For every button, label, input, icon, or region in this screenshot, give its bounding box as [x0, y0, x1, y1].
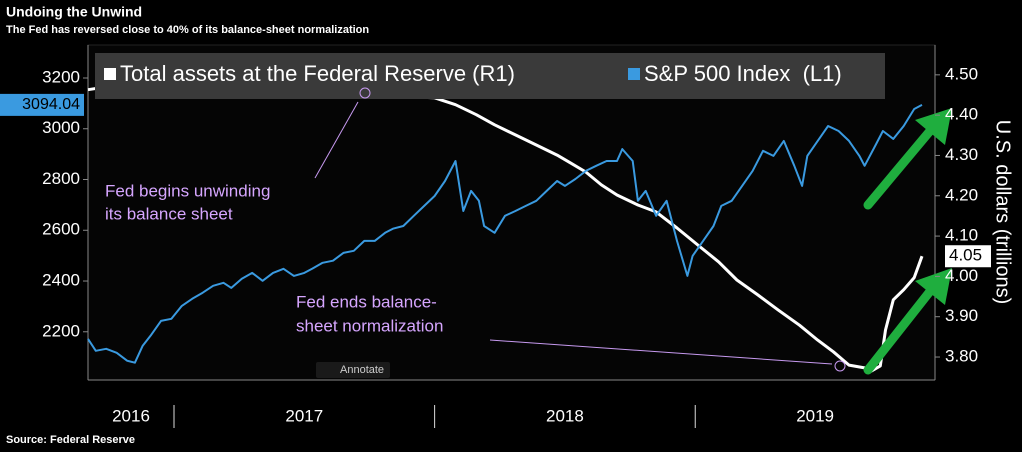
- y2-tick-label: 4.20: [945, 185, 978, 204]
- legend-swatch: [628, 68, 640, 80]
- legend-label: Total assets at the Federal Reserve (R1): [120, 61, 515, 86]
- annotation: Fed ends balance-: [296, 292, 437, 311]
- x-axis-band: [88, 380, 935, 430]
- y2-tick-label: 4.40: [945, 105, 978, 124]
- y-tick-label: 2600: [42, 220, 80, 239]
- y-tick-label: 2400: [42, 271, 80, 290]
- x-tick-label: 2016: [112, 406, 150, 425]
- y2-tick-label: 3.90: [945, 306, 978, 325]
- x-tick-label: 2019: [796, 406, 834, 425]
- annotation: Fed begins unwinding: [105, 181, 270, 200]
- y2-tick-label: 4.30: [945, 145, 978, 164]
- annotation-circle: [359, 87, 371, 99]
- green-arrow-head: [915, 108, 952, 145]
- x-tick-label: 2017: [285, 406, 323, 425]
- y-tick-label: 3000: [42, 118, 80, 137]
- last-value-box: [945, 245, 991, 268]
- last-value-label: 3094.04: [22, 96, 80, 113]
- y2-tick-label: 4.10: [945, 226, 978, 245]
- y2-axis-title: U.S. dollars (trillions): [992, 120, 1014, 304]
- y-tick-label: 3200: [42, 67, 80, 86]
- legend: [95, 53, 885, 99]
- annotation-arrow: [489, 339, 833, 365]
- green-arrow-head: [915, 268, 952, 305]
- y2-tick-label: 4.00: [945, 266, 978, 285]
- green-arrow: [863, 120, 940, 210]
- y-tick-label: 2800: [42, 169, 80, 188]
- y-tick-label: 2200: [42, 321, 80, 340]
- annotation: its balance sheet: [105, 204, 233, 223]
- annotation: sheet normalization: [296, 316, 443, 335]
- last-value-label: 4.05: [949, 246, 982, 265]
- annotation-arrow: [314, 101, 359, 179]
- annotate-button-label[interactable]: Annotate: [340, 364, 384, 376]
- green-arrow: [863, 280, 940, 375]
- x-tick-label: 2018: [546, 406, 584, 425]
- annotate-button[interactable]: [316, 362, 390, 378]
- chart-subtitle: The Fed has reversed close to 40% of its…: [6, 24, 369, 36]
- legend-label: S&P 500 Index (L1): [644, 61, 842, 86]
- legend-swatch: [104, 68, 116, 80]
- last-value-box: [0, 93, 84, 116]
- y2-tick-label: 3.80: [945, 347, 978, 366]
- chart-title: Undoing the Unwind: [6, 4, 142, 20]
- series-line: [87, 104, 923, 364]
- y2-tick-label: 4.50: [945, 64, 978, 83]
- annotation-circle: [834, 360, 846, 372]
- source: Source: Federal Reserve: [6, 434, 135, 446]
